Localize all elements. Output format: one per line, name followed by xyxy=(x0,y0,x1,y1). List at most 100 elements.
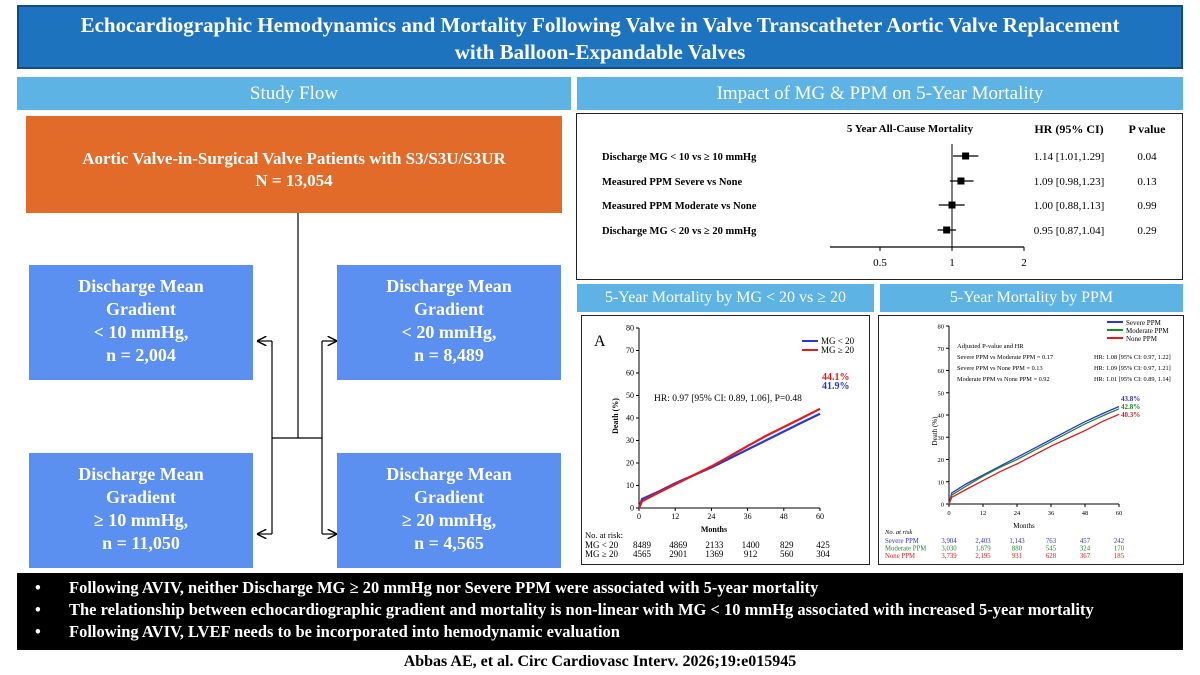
y-tick-label: 80 xyxy=(938,324,945,331)
x-tick-label: 36 xyxy=(1048,510,1055,517)
flow-connectors xyxy=(0,213,575,575)
box-line: Discharge Mean xyxy=(78,464,204,484)
forest-tick-label: 2 xyxy=(1021,257,1027,269)
risk-value: 2901 xyxy=(669,549,687,559)
x-tick-label: 60 xyxy=(816,512,824,521)
population-label: Aortic Valve-in-Surgical Valve Patients … xyxy=(82,149,506,168)
hr-value: 0.95 [0.87,1.04] xyxy=(1034,225,1105,237)
hr-value: 1.00 [0.88,1.13] xyxy=(1034,200,1105,212)
forest-plot-panel: 5 Year All-Cause Mortality HR (95% CI) P… xyxy=(576,113,1183,280)
risk-value: 545 xyxy=(1046,546,1057,553)
legend-label: MG ≥ 20 xyxy=(821,345,854,355)
risk-value: 242 xyxy=(1114,538,1125,545)
box-line: Gradient xyxy=(414,299,484,319)
mg-ge20-box: Discharge Mean Gradient ≥ 20 mmHg, n = 4… xyxy=(337,453,561,568)
y-tick-label: 60 xyxy=(626,369,634,378)
box-line: ≥ 10 mmHg, xyxy=(93,510,189,530)
risk-value: 1,143 xyxy=(1009,538,1025,545)
risk-value: 931 xyxy=(1012,553,1022,560)
risk-value: 1369 xyxy=(705,549,724,559)
box-line: Gradient xyxy=(106,487,176,507)
legend-label: MG < 20 xyxy=(821,336,855,346)
y-tick-label: 40 xyxy=(938,413,945,420)
risk-value: 2,195 xyxy=(975,553,991,560)
risk-value: 457 xyxy=(1080,538,1091,545)
x-tick-label: 24 xyxy=(707,512,715,521)
legend-label: Moderate PPM xyxy=(1126,327,1169,335)
finding-item: Following AVIV, neither Discharge MG ≥ 2… xyxy=(31,577,1183,599)
x-tick-label: 48 xyxy=(780,512,788,521)
risk-header: No. at risk xyxy=(884,529,912,536)
y-tick-label: 70 xyxy=(938,346,945,353)
adjusted-title: Adjusted P-value and HR xyxy=(957,343,1024,350)
risk-value: 304 xyxy=(816,549,830,559)
box-line: Discharge Mean xyxy=(386,464,512,484)
p-value: 0.29 xyxy=(1137,225,1157,237)
y-tick-label: 60 xyxy=(938,368,945,375)
y-tick-label: 10 xyxy=(938,479,945,486)
x-tick-label: 36 xyxy=(744,512,752,521)
legend-label: Severe PPM xyxy=(1126,319,1162,327)
hr-point xyxy=(962,152,970,160)
y-tick-label: 20 xyxy=(626,459,634,468)
y-axis-label: Death (%) xyxy=(931,416,939,446)
forest-tick-label: 0.5 xyxy=(873,257,887,269)
hr-annotation: HR: 0.97 [95% CI: 0.89, 1.06], P=0.48 xyxy=(654,394,802,404)
y-tick-label: 0 xyxy=(630,504,634,513)
risk-value: 8489 xyxy=(633,540,652,550)
km-curve xyxy=(948,405,1120,505)
title-line-2: with Balloon-Expandable Valves xyxy=(454,40,746,64)
panel-letter: A xyxy=(594,333,606,350)
p-value: 0.13 xyxy=(1137,176,1157,188)
end-value-label: 41.9% xyxy=(822,381,850,392)
impact-header: Impact of MG & PPM on 5-Year Mortality xyxy=(577,77,1183,110)
y-axis-label: Death (%) xyxy=(611,398,620,434)
km-ppm-chart: Adjusted P-value and HR Months Death (%)… xyxy=(884,319,1171,560)
forest-title: 5 Year All-Cause Mortality xyxy=(847,123,974,135)
citation: Abbas AE, et al. Circ Cardiovasc Interv.… xyxy=(403,653,797,670)
km-curve xyxy=(948,408,1120,505)
hr-point xyxy=(957,177,965,185)
risk-row-label: None PPM xyxy=(885,553,915,560)
hr-point xyxy=(948,201,956,209)
finding-item: The relationship between echocardiograph… xyxy=(31,599,1183,621)
km-mg-chart: A HR: 0.97 [95% CI: 0.89, 1.06], P=0.48 … xyxy=(585,324,855,560)
km-ppm-panel: Adjusted P-value and HR Months Death (%)… xyxy=(878,315,1184,565)
box-line: n = 8,489 xyxy=(414,345,484,365)
risk-value: 2,403 xyxy=(975,538,991,545)
comparison-hr: HR: 1.09 [95% CI: 0.97, 1.21] xyxy=(1094,365,1171,372)
risk-value: 170 xyxy=(1114,546,1125,553)
forest-row-label: Measured PPM Severe vs None xyxy=(602,177,743,188)
y-tick-label: 50 xyxy=(626,391,634,400)
km-ppm-header: 5-Year Mortality by PPM xyxy=(880,284,1183,312)
p-header: P value xyxy=(1128,122,1166,136)
forest-row-label: Discharge MG < 10 vs ≥ 10 mmHg xyxy=(602,152,757,163)
risk-value: 3,030 xyxy=(941,546,957,553)
hr-value: 1.09 [0.98,1.23] xyxy=(1034,176,1105,188)
comparison-hr: HR: 1.08 [95% CI: 0.97, 1.22] xyxy=(1094,354,1171,361)
box-line: n = 11,050 xyxy=(102,533,180,553)
comparison-p-value: Severe PPM vs None PPM = 0.13 xyxy=(957,365,1043,372)
risk-value: 324 xyxy=(1080,546,1091,553)
population-box: Aortic Valve-in-Surgical Valve Patients … xyxy=(26,116,562,213)
risk-value: 425 xyxy=(816,540,830,550)
y-tick-label: 10 xyxy=(626,481,634,490)
box-line: Discharge Mean xyxy=(386,276,512,296)
risk-value: 367 xyxy=(1080,553,1091,560)
population-count: N = 13,054 xyxy=(255,171,333,190)
km-mg-panel: A HR: 0.97 [95% CI: 0.89, 1.06], P=0.48 … xyxy=(581,315,870,565)
y-tick-label: 30 xyxy=(626,436,634,445)
p-value: 0.99 xyxy=(1137,200,1157,212)
box-line: n = 4,565 xyxy=(414,533,484,553)
y-tick-label: 30 xyxy=(938,435,945,442)
risk-row-label: MG < 20 xyxy=(585,540,619,550)
end-value-label: 43.8% xyxy=(1121,395,1140,403)
box-line: < 10 mmHg, xyxy=(93,322,189,342)
mg-lt10-box: Discharge Mean Gradient < 10 mmHg, n = 2… xyxy=(29,265,253,380)
end-value-label: 42.8% xyxy=(1121,403,1140,411)
box-line: < 20 mmHg, xyxy=(401,322,497,342)
end-value-label: 44.1% xyxy=(822,372,850,383)
x-axis-label: Months xyxy=(701,525,727,534)
risk-header: No. at risk: xyxy=(585,530,623,540)
x-tick-label: 12 xyxy=(980,510,987,517)
